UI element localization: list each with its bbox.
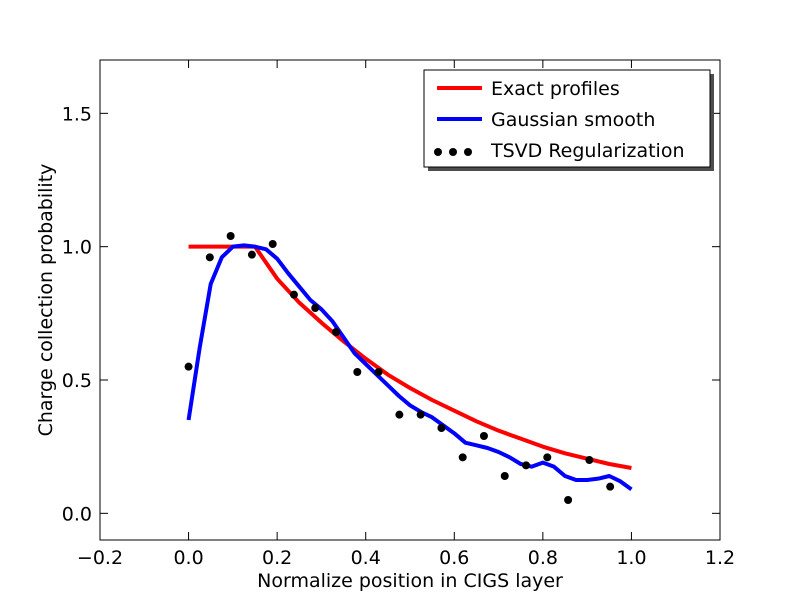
- legend: Exact profiles Gaussian smooth TSVD Regula…: [423, 69, 714, 171]
- data-point: [458, 453, 467, 462]
- x-tick-label: 0.8: [528, 547, 558, 569]
- data-point: [395, 410, 404, 419]
- data-point: [522, 461, 531, 470]
- data-point: [268, 240, 277, 248]
- data-point: [184, 362, 193, 371]
- y-tick-label: 1.0: [62, 237, 92, 259]
- y-tick-label: 0.0: [62, 503, 92, 525]
- x-tick-label: 0.6: [439, 547, 469, 569]
- x-axis-title: Normalize position in CIGS layer: [257, 570, 563, 592]
- x-tick-label: −0.2: [77, 547, 123, 569]
- data-point: [226, 232, 235, 240]
- data-point: [205, 253, 214, 262]
- data-point: [437, 424, 446, 432]
- y-tick-label: 1.5: [62, 103, 92, 125]
- data-point: [353, 368, 362, 376]
- y-axis-title: Charge collection probability: [35, 164, 57, 437]
- x-tick-label: 0.0: [173, 547, 203, 569]
- legend-label: Exact profiles: [491, 78, 620, 100]
- data-point: [416, 410, 425, 419]
- series-layer: [184, 232, 633, 504]
- data-point: [332, 328, 341, 336]
- x-tick-label: 1.0: [616, 547, 646, 569]
- data-point: [500, 472, 509, 480]
- data-point: [247, 250, 256, 259]
- data-point: [289, 290, 298, 299]
- x-tick-label: 1.2: [705, 547, 735, 569]
- y-tick-label: 0.5: [62, 370, 92, 392]
- legend-label: Gaussian smooth: [491, 109, 655, 131]
- legend-swatch-dot: [434, 148, 442, 156]
- series-line-gaussian-smooth: [186, 243, 633, 491]
- x-tick-label: 0.4: [351, 547, 381, 569]
- ticks-layer: −0.2 0.0 0.2 0.4 0.6 0.8 1.0 1.2 0.0 0.5 1.0 1.5: [62, 60, 735, 569]
- data-point: [311, 304, 320, 312]
- legend-swatch-dot: [464, 148, 472, 156]
- legend-swatch-dot: [449, 148, 457, 156]
- data-point: [606, 482, 615, 491]
- data-point: [585, 456, 594, 464]
- series-line-exact-profiles: [188, 244, 632, 470]
- data-point: [479, 432, 488, 440]
- data-point: [543, 453, 552, 462]
- data-point: [374, 368, 383, 376]
- legend-label: TSVD Regularization: [490, 140, 685, 162]
- data-point: [564, 496, 573, 504]
- plot-frame: [99, 59, 721, 541]
- x-tick-label: 0.2: [262, 547, 292, 569]
